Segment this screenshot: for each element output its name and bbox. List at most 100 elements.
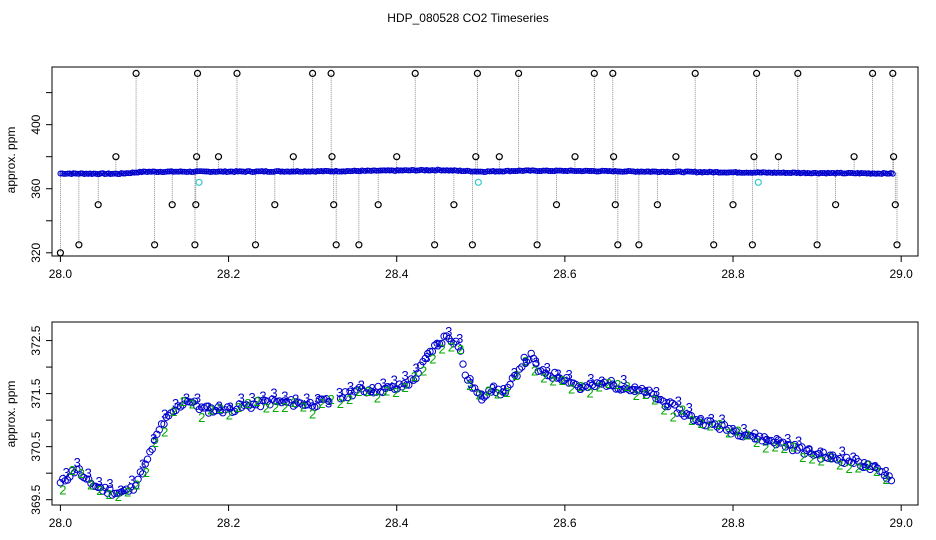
outlier-point [748, 241, 757, 249]
series-3-point: 3 [784, 431, 791, 446]
outlier-point [552, 201, 561, 209]
series-2-point: 2 [503, 385, 510, 400]
cyan-outlier-point [474, 178, 482, 186]
series-2-point: 2 [475, 387, 482, 402]
baseline-point [817, 170, 824, 176]
series-3-point: 3 [489, 381, 496, 396]
series-2-point: 2 [374, 391, 381, 406]
series-3-point: 3 [216, 398, 223, 413]
series-3-point: 3 [95, 474, 102, 489]
baseline-point [847, 170, 854, 176]
series-3-point: 3 [587, 371, 594, 386]
x-tick-label: 28.0 [49, 267, 73, 281]
series-3-point: 3 [544, 360, 551, 375]
outlier-point [514, 69, 523, 78]
baseline-point [111, 170, 117, 177]
series-o-point [424, 349, 432, 358]
series-o-point [767, 436, 776, 445]
outlier-point [214, 153, 223, 161]
series-o-point [635, 386, 644, 395]
top-y-axis-label: approx. ppm [4, 127, 18, 194]
series-3-point: 3 [369, 381, 376, 396]
y-tick-label: 360 [29, 178, 43, 198]
series-o-point [732, 427, 740, 435]
series-3-point: 3 [248, 390, 255, 405]
series-o-point [160, 420, 168, 428]
x-tick-label: 28.8 [721, 516, 745, 530]
series-o-point [315, 395, 324, 403]
series-3-point: 3 [106, 476, 113, 491]
series-2-point: 2 [623, 379, 630, 394]
baseline-point [884, 170, 891, 177]
series-o-point [675, 405, 684, 413]
series-o-point [713, 423, 721, 431]
x-tick-label: 28.6 [553, 516, 577, 530]
baseline-point [545, 168, 552, 174]
baseline-point [556, 167, 563, 174]
series-2-point: 2 [420, 363, 427, 378]
baseline-point [336, 168, 343, 175]
series-o-point [259, 396, 267, 405]
series-2-point: 2 [707, 418, 714, 433]
series-o-point [75, 465, 83, 473]
series-2-point: 2 [836, 458, 843, 473]
series-2-point: 2 [438, 342, 445, 357]
series-2-point: 2 [596, 380, 603, 395]
series-3-point: 3 [63, 465, 70, 480]
series-o-point [798, 443, 806, 451]
series-3-point: 3 [740, 421, 747, 436]
series-3-point: 3 [565, 367, 572, 382]
bottom-plot-frame [51, 321, 919, 506]
series-o-point [89, 482, 98, 490]
baseline-point [486, 168, 493, 175]
series-o-point [263, 397, 272, 405]
baseline-point [649, 168, 656, 175]
series-o-point [671, 401, 679, 409]
series-o-point [139, 470, 147, 478]
series-3-point: 3 [194, 390, 201, 405]
series-2-point: 2 [327, 392, 334, 407]
outlier-point [289, 153, 297, 161]
cyan-outlier-point [195, 178, 203, 186]
baseline-point [344, 168, 351, 174]
series-3-point: 3 [795, 434, 802, 449]
baseline-point [414, 167, 421, 174]
series-o-point [216, 407, 225, 415]
outlier-point [431, 241, 439, 249]
series-o-point [678, 410, 686, 418]
series-o-point [428, 347, 437, 356]
outlier-point [614, 241, 622, 249]
series-3-point: 3 [172, 396, 179, 411]
series-o-point [148, 445, 156, 453]
outlier-point [571, 153, 579, 161]
series-2-point: 2 [568, 382, 575, 397]
series-o-point [296, 399, 305, 407]
series-o-point [480, 393, 488, 401]
outlier-point [309, 69, 317, 78]
series-o-point [106, 485, 114, 493]
series-o-point [254, 396, 262, 404]
series-o-point [803, 446, 811, 455]
series-2-point: 2 [540, 371, 547, 386]
series-2-point: 2 [226, 408, 233, 423]
baseline-point [582, 167, 589, 174]
series-o-point [325, 397, 333, 406]
baseline-point [523, 167, 530, 174]
series-o-point [195, 405, 204, 414]
series-3-point: 3 [718, 411, 725, 426]
series-3-point: 3 [347, 379, 354, 394]
series-o-point [518, 363, 526, 371]
x-tick-label: 28.6 [553, 267, 577, 281]
baseline-point [860, 170, 867, 177]
series-2-point: 2 [642, 387, 649, 402]
outlier-point [635, 241, 643, 249]
outlier-point [752, 69, 761, 78]
baseline-point [512, 168, 519, 174]
baseline-point [712, 169, 719, 175]
series-3-point: 3 [401, 368, 408, 383]
series-o-point [817, 455, 825, 463]
outlier-point [468, 241, 476, 249]
series-3-point: 3 [139, 457, 146, 472]
series-2-point: 2 [531, 364, 538, 379]
